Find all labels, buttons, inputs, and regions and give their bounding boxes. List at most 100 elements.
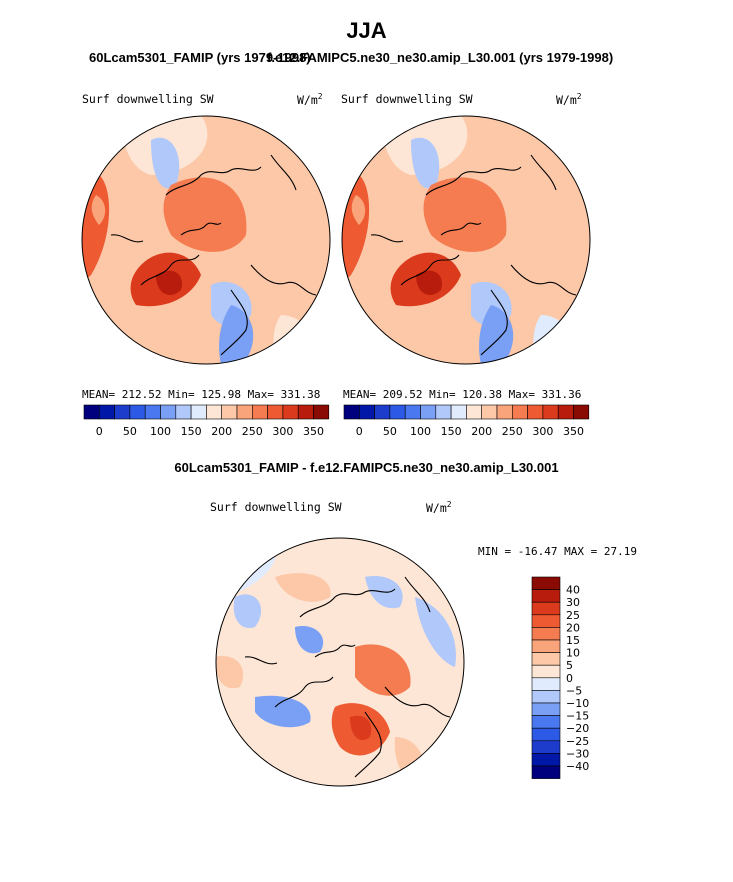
colorbar-tick-label: 200 [211, 425, 232, 438]
colorbar-swatch [531, 664, 561, 679]
panel2-units: W/m2 [556, 92, 582, 107]
colorbar-tick-label: 20 [566, 621, 580, 634]
colorbar-tick-label: −15 [566, 710, 589, 723]
map-boundary [81, 115, 331, 365]
colorbar-tick-label: 0 [356, 425, 363, 438]
coastline [180, 222, 222, 236]
panel1-stats: MEAN= 212.52 Min= 125.98 Max= 331.38 [82, 388, 321, 401]
colorbar-swatch [190, 404, 207, 420]
colorbar-swatch [313, 404, 330, 420]
colorbar-tick-label: 0 [96, 425, 103, 438]
colorbar-swatch [221, 404, 238, 420]
map-boundary [341, 115, 591, 365]
coastline [140, 254, 200, 286]
panel1-title: 60Lcam5301_FAMIP (yrs 1979-1998) [89, 50, 311, 65]
colorbar-tick-label: 100 [410, 425, 431, 438]
shaded-region [355, 644, 411, 696]
colorbar-swatch [531, 576, 561, 590]
panel3-stats: MIN = -16.47 MAX = 27.19 [478, 545, 637, 558]
colorbar-tick-label: 250 [502, 425, 523, 438]
colorbar-tick-label: −30 [566, 747, 589, 760]
colorbar-tick-label: 300 [532, 425, 553, 438]
shaded-region [233, 594, 262, 628]
shaded-region [416, 270, 442, 295]
colorbar-swatch [531, 601, 561, 616]
colorbar-swatch [267, 404, 284, 420]
colorbar-swatch [527, 404, 544, 420]
colorbar-swatch [114, 404, 131, 420]
coastline [370, 234, 404, 243]
panel1-polar-map [81, 115, 331, 365]
shaded-region [415, 597, 456, 667]
shaded-region [216, 656, 244, 689]
shaded-region [156, 270, 182, 295]
coastline [220, 289, 248, 356]
colorbar-swatch [557, 404, 574, 420]
panel1-colorbar: 0 50 100 150 200 250 300 350 [83, 404, 330, 438]
coastline [274, 676, 334, 708]
colorbar-swatch [542, 404, 559, 420]
shaded-region [91, 195, 106, 225]
coastline [510, 264, 577, 296]
colorbar-tick-label: 150 [441, 425, 462, 438]
colorbar-tick-label: 150 [181, 425, 202, 438]
colorbar-swatch [531, 753, 561, 767]
colorbar-tick-label: −20 [566, 722, 589, 735]
colorbar-swatch [359, 404, 375, 420]
colorbar-swatch [512, 404, 528, 420]
colorbar-swatch [450, 404, 467, 420]
colorbar-tick-label: 25 [566, 609, 580, 622]
coastline [530, 154, 557, 191]
colorbar-tick-label: 350 [303, 425, 324, 438]
shaded-region [251, 145, 321, 218]
colorbar-swatch [129, 404, 146, 420]
coastline [480, 289, 508, 356]
shaded-region [511, 145, 581, 218]
colorbar-swatch [282, 404, 299, 420]
coastline [354, 711, 382, 778]
panel3-title: 60Lcam5301_FAMIP - f.e12.FAMIPC5.ne30_ne… [174, 460, 559, 475]
colorbar-tick-label: 15 [566, 634, 580, 647]
colorbar-swatch [496, 404, 513, 420]
shaded-region [411, 137, 440, 189]
colorbar-swatch [99, 404, 115, 420]
panel2-polar-map [341, 115, 591, 365]
colorbar-tick-label: 350 [563, 425, 584, 438]
colorbar-swatch [420, 404, 437, 420]
colorbar-tick-label: −10 [566, 697, 589, 710]
colorbar-tick-label: 50 [123, 425, 137, 438]
panel2-colorbar: 0 50 100 150 200 250 300 350 [343, 404, 590, 438]
colorbar-swatch [252, 404, 268, 420]
colorbar-tick-label: 0 [566, 672, 573, 685]
shaded-region [295, 626, 324, 654]
shaded-region [351, 195, 366, 225]
colorbar-tick-label: 250 [242, 425, 263, 438]
shaded-region [255, 695, 311, 728]
colorbar-swatch [531, 727, 561, 742]
colorbar-swatch [466, 404, 483, 420]
coastline [250, 264, 317, 296]
colorbar-tick-label: −25 [566, 735, 589, 748]
colorbar-tick-label: 100 [150, 425, 171, 438]
panel1-variable: Surf downwelling SW [82, 92, 214, 106]
colorbar-swatch [435, 404, 452, 420]
coastline [400, 254, 460, 286]
colorbar-swatch [531, 652, 561, 666]
coastline [110, 234, 144, 243]
coastline [384, 686, 451, 718]
colorbar-tick-label: 10 [566, 647, 580, 660]
panel1-units: W/m2 [297, 92, 323, 107]
coastline [299, 588, 396, 618]
panel2-variable: Surf downwelling SW [341, 92, 473, 106]
shaded-region [151, 137, 180, 189]
colorbar-tick-label: 5 [566, 659, 573, 672]
colorbar-swatch [297, 404, 314, 420]
colorbar-swatch [531, 639, 561, 653]
colorbar-swatch [481, 404, 498, 420]
coastline [440, 222, 482, 236]
shaded-region [479, 305, 514, 364]
colorbar-swatch [404, 404, 421, 420]
shaded-region [275, 573, 331, 602]
panel3-polar-map [215, 537, 465, 787]
